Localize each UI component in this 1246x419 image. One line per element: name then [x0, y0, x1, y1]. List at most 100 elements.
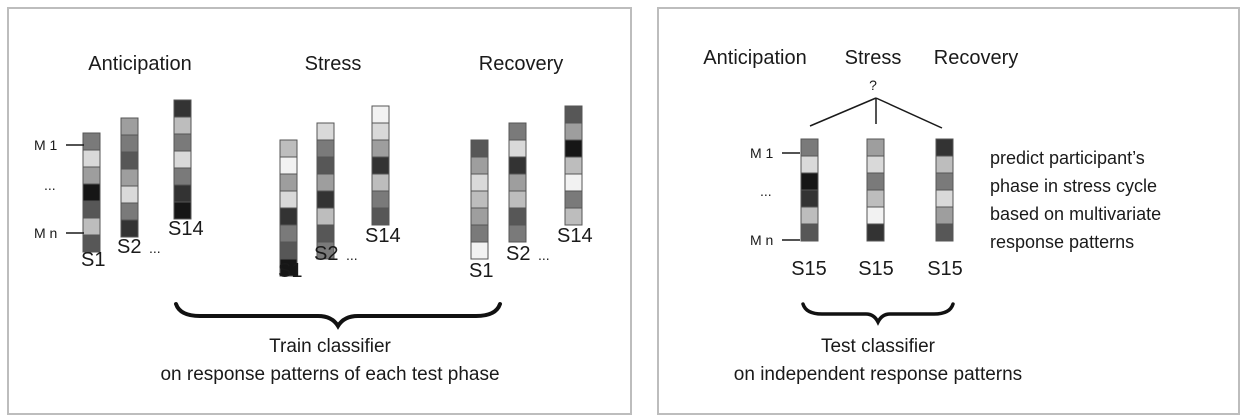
pattern-cell [82, 234, 101, 253]
pattern-cell [120, 134, 139, 153]
pattern-cell [279, 156, 298, 175]
pattern-cell [470, 190, 489, 209]
test-caption-line2: on independent response patterns [734, 364, 1022, 385]
pattern-cell [508, 122, 527, 141]
pattern-cell [508, 224, 527, 243]
pattern-cell [935, 138, 954, 157]
pattern-cell [316, 156, 335, 175]
pattern-cell [82, 132, 101, 151]
pattern-cell [279, 173, 298, 192]
subject-ellipsis: ... [346, 247, 358, 263]
pattern-cell [279, 258, 298, 277]
subject-label: S14 [365, 225, 401, 247]
pattern-cell [800, 223, 819, 242]
test-measure-last-label: M n [750, 232, 773, 248]
test-caption-line1: Test classifier [821, 336, 936, 357]
pattern-cell [508, 156, 527, 175]
subject-label: S1 [469, 260, 493, 282]
pattern-cell [866, 206, 885, 225]
pattern-cell [82, 200, 101, 219]
pattern-cell [564, 207, 583, 226]
pattern-cell [866, 138, 885, 157]
pattern-cell [508, 173, 527, 192]
pattern-cell [173, 167, 192, 186]
pattern-cell [120, 202, 139, 221]
pattern-cell [316, 139, 335, 158]
pattern-cell [279, 139, 298, 158]
pattern-cell [120, 185, 139, 204]
pattern-cell [82, 183, 101, 202]
subject-label: S2 [506, 243, 530, 265]
test-subject-label: S15 [858, 258, 894, 280]
pattern-cell [470, 173, 489, 192]
pattern-cell [470, 241, 489, 260]
pattern-cell [470, 224, 489, 243]
pattern-cell [564, 156, 583, 175]
test-phase-label-anticipation: Anticipation [703, 47, 806, 69]
subject-ellipsis: ... [149, 240, 161, 256]
pattern-cell [173, 133, 192, 152]
phase-label-recovery: Recovery [479, 53, 563, 75]
subject-ellipsis: ... [538, 247, 550, 263]
pattern-cell [508, 139, 527, 158]
phase-label-stress: Stress [305, 53, 362, 75]
subject-label: S14 [557, 225, 593, 247]
pattern-cell [316, 173, 335, 192]
test-measure-dots-label: ... [760, 183, 772, 199]
pattern-cell [279, 241, 298, 260]
pattern-cell [120, 219, 139, 238]
subject-label: S1 [278, 260, 302, 282]
pattern-cell [935, 189, 954, 208]
prediction-text-line4: response patterns [990, 232, 1134, 252]
test-measure-first-label: M 1 [750, 145, 774, 161]
pattern-cell [866, 155, 885, 174]
pattern-cell [120, 151, 139, 170]
subject-label: S2 [314, 243, 338, 265]
pattern-cell [800, 189, 819, 208]
pattern-cell [371, 207, 390, 226]
test-subject-label: S15 [927, 258, 963, 280]
pattern-cell [935, 223, 954, 242]
pattern-cell [470, 156, 489, 175]
pattern-cell [173, 150, 192, 169]
pattern-cell [800, 172, 819, 191]
pattern-cell [866, 189, 885, 208]
pattern-cell [371, 190, 390, 209]
pattern-cell [120, 117, 139, 136]
pattern-cell [316, 190, 335, 209]
pattern-cell [508, 190, 527, 209]
pattern-cell [173, 201, 192, 220]
pattern-cell [316, 241, 335, 260]
pattern-cell [866, 172, 885, 191]
pattern-cell [470, 207, 489, 226]
pattern-cell [173, 116, 192, 135]
pattern-cell [82, 217, 101, 236]
pattern-cell [564, 122, 583, 141]
pattern-cell [564, 139, 583, 158]
pattern-cell [371, 173, 390, 192]
pattern-cell [935, 206, 954, 225]
subject-label: S2 [117, 236, 141, 258]
pattern-cell [371, 105, 390, 124]
pattern-cell [371, 139, 390, 158]
grouping-brace [174, 302, 502, 330]
pattern-cell [564, 173, 583, 192]
test-grouping-brace [801, 302, 955, 326]
pattern-cell [316, 122, 335, 141]
pattern-cell [82, 166, 101, 185]
pattern-cell [371, 122, 390, 141]
pattern-cell [800, 206, 819, 225]
pattern-cell [316, 207, 335, 226]
pattern-cell [371, 156, 390, 175]
prediction-text-line2: phase in stress cycle [990, 176, 1157, 196]
pattern-cell [564, 190, 583, 209]
pattern-cell [279, 224, 298, 243]
branch-line [875, 97, 943, 129]
pattern-cell [800, 138, 819, 157]
pattern-cell [935, 155, 954, 174]
prediction-text-line3: based on multivariate [990, 204, 1161, 224]
pattern-cell [508, 207, 527, 226]
pattern-cell [173, 184, 192, 203]
measure-first-label: M 1 [34, 137, 58, 153]
prediction-text-line1: predict participant’s [990, 148, 1145, 168]
